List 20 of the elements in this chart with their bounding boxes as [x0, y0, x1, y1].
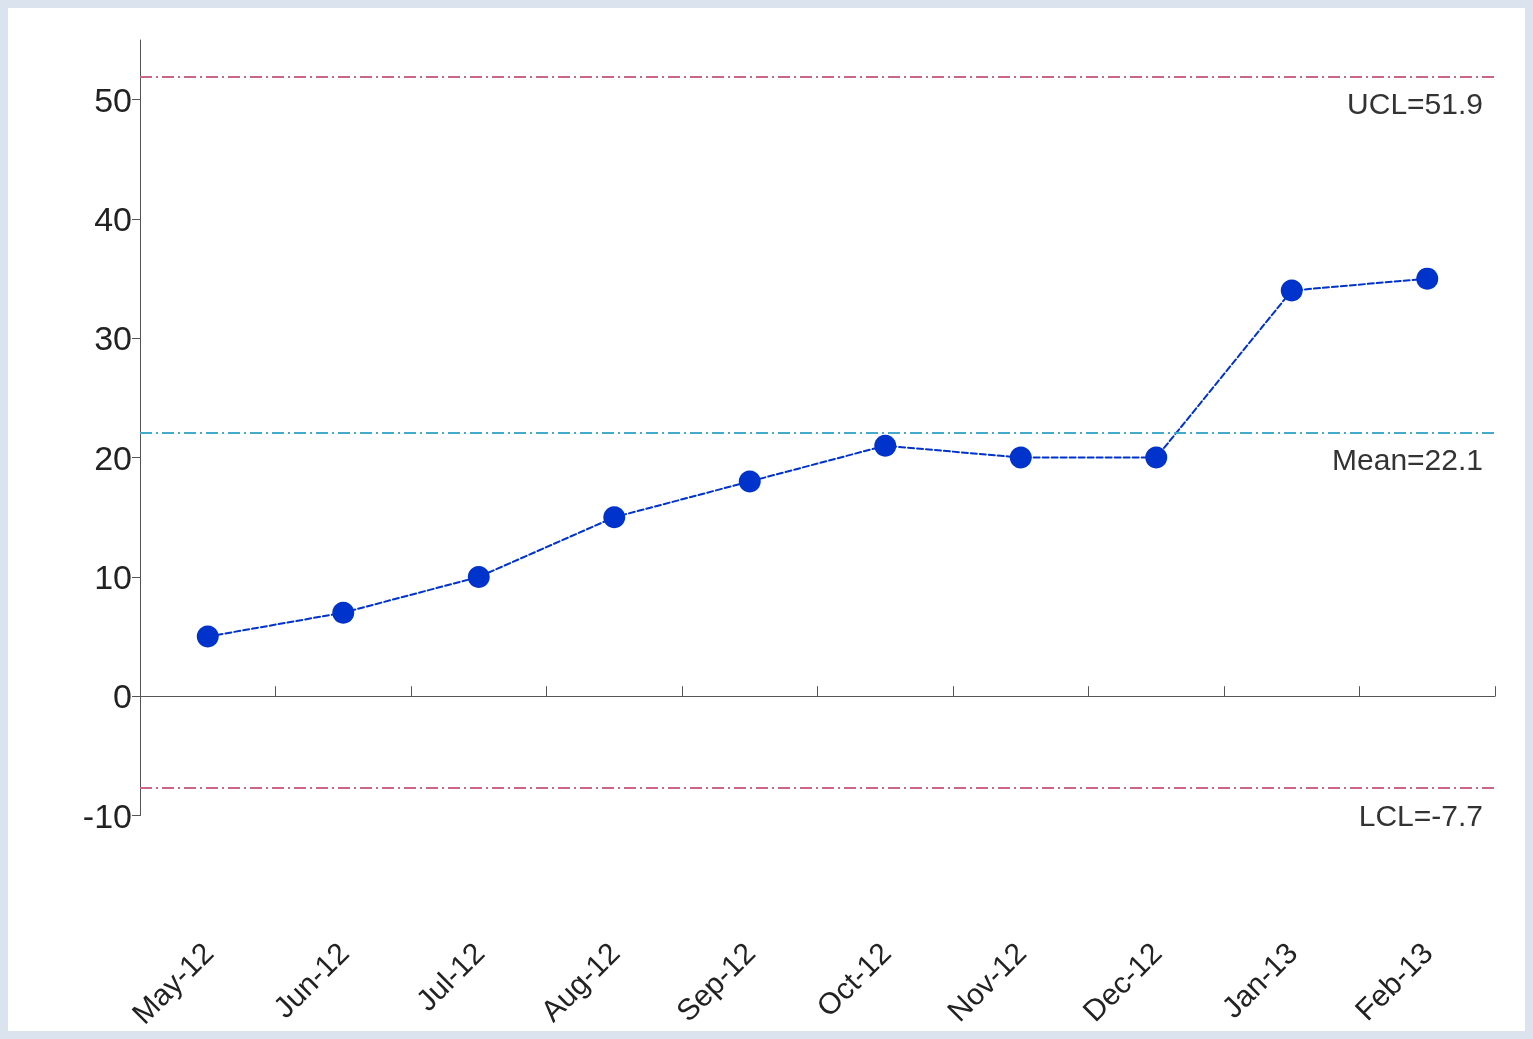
point — [1280, 279, 1303, 302]
point — [874, 434, 897, 457]
y-tick-label: 20 — [94, 438, 132, 477]
point — [1145, 446, 1168, 469]
y-tick-label: 40 — [94, 199, 132, 238]
y-tick-label: 30 — [94, 319, 132, 358]
ref-line-label: Mean=22.1 — [1332, 443, 1483, 477]
y-tick-label: 0 — [113, 677, 132, 716]
point — [1416, 267, 1439, 290]
point — [332, 601, 355, 624]
ref-line-label: UCL=51.9 — [1347, 87, 1483, 121]
point — [738, 470, 761, 493]
ref-line-label: LCL=-7.7 — [1358, 798, 1483, 832]
y-tick-label: 10 — [94, 557, 132, 596]
point — [1009, 446, 1032, 469]
point — [467, 565, 490, 588]
point — [196, 625, 219, 648]
y-tick-label: 50 — [94, 80, 132, 119]
y-tick-label: -10 — [82, 796, 132, 835]
point — [603, 506, 626, 529]
